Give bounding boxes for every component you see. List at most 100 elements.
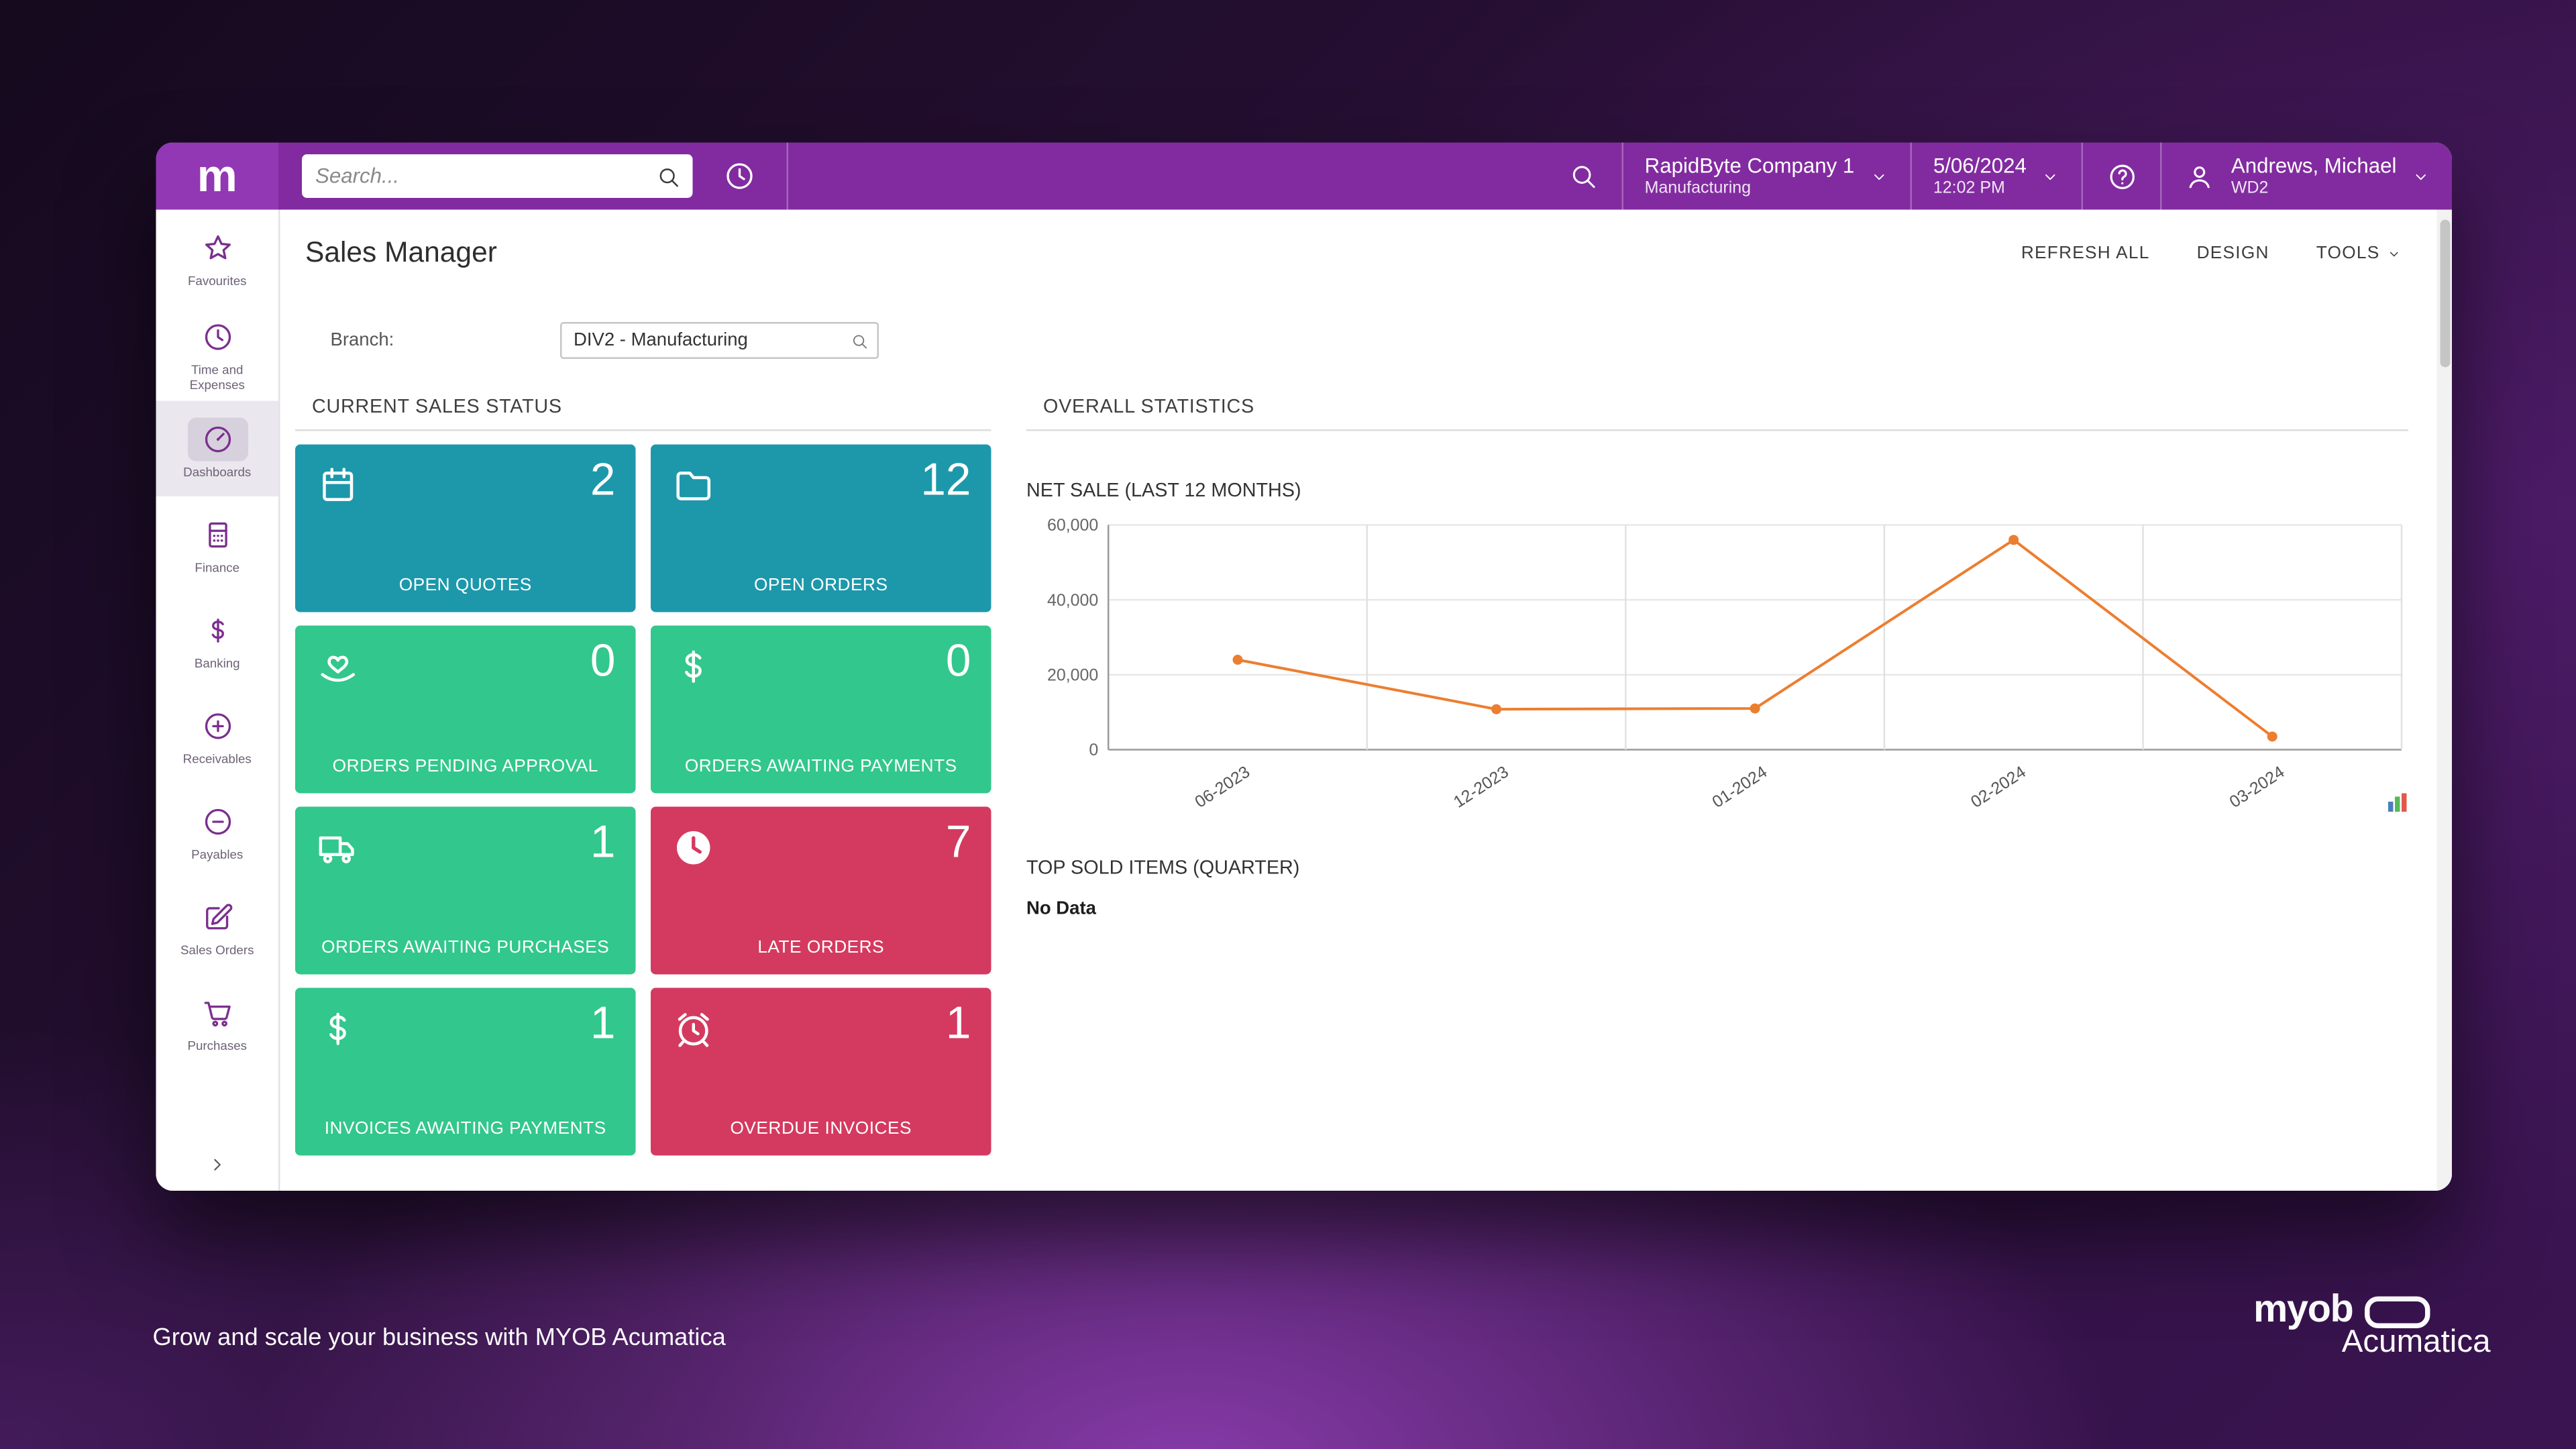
kpi-value: 12 (920, 454, 971, 505)
sidebar-item-receivables[interactable]: Receivables (156, 688, 279, 784)
chevron-down-icon (2041, 167, 2060, 186)
svg-text:60,000: 60,000 (1047, 516, 1098, 535)
chevron-down-icon (1870, 167, 1888, 186)
myob-acumatica-logo: myob Acumatica (2253, 1289, 2491, 1362)
kpi-label: ORDERS PENDING APPROVAL (332, 756, 598, 777)
pencil-iconwrap (187, 896, 248, 939)
sidebar-item-label: Favourites (187, 273, 247, 289)
dollar-icon (329, 1012, 346, 1045)
kpi-tile-invoices-awaiting-payments[interactable]: 1 INVOICES AWAITING PAYMENTS (295, 987, 636, 1156)
header-search-button[interactable] (1544, 143, 1621, 210)
refresh-all-button[interactable]: REFRESH ALL (2021, 244, 2150, 264)
clock-iconwrap (187, 315, 248, 358)
clock-filled-icon (677, 831, 710, 865)
kpi-label: OVERDUE INVOICES (730, 1118, 912, 1139)
chevron-down-icon (2045, 173, 2056, 179)
kpi-tile-overdue-invoices[interactable]: 1 OVERDUE INVOICES (651, 987, 991, 1156)
lookup-icon[interactable] (851, 331, 869, 350)
magnifier-icon (1568, 161, 1598, 191)
sidebar-expand-button[interactable] (156, 1137, 279, 1191)
user-icon (2190, 165, 2210, 188)
header-divider (2160, 142, 2163, 210)
sidebar-item-label: Purchases (187, 1038, 248, 1054)
header-divider (2082, 142, 2084, 210)
chevron-down-icon (1874, 173, 1884, 179)
search-icon[interactable] (656, 164, 682, 189)
branch-value: DIV2 - Manufacturing (574, 330, 748, 351)
sidebar-item-time-and-expenses[interactable]: Time and Expenses (156, 305, 279, 401)
sidebar-item-dashboards[interactable]: Dashboards (156, 400, 278, 496)
chevron-down-icon (2416, 173, 2426, 179)
magnifier-icon (1572, 166, 1595, 189)
folder-icon (676, 471, 711, 500)
datetime-selector[interactable]: 5/06/2024 12:02 PM (1911, 143, 2082, 210)
kpi-tile-orders-awaiting-payments[interactable]: 0 ORDERS AWAITING PAYMENTS (651, 625, 991, 794)
sidebar-item-finance[interactable]: Finance (156, 496, 279, 592)
tools-button[interactable]: TOOLS (2316, 244, 2402, 264)
sidebar-item-favourites[interactable]: Favourites (156, 210, 279, 306)
current-sales-status-widget: CURRENT SALES STATUS 2 OPEN QUOTES 12 OPEN … (295, 398, 991, 1156)
chevron-down-icon (2390, 251, 2398, 256)
calculator-iconwrap (187, 513, 248, 557)
kpi-icon (671, 1006, 716, 1052)
kpi-value: 2 (590, 454, 616, 505)
business-time: 12:02 PM (1933, 178, 2005, 197)
kpi-tiles-grid: 2 OPEN QUOTES 12 OPEN ORDERS 0 ORDERS PENDING… (295, 444, 991, 1156)
sidebar-item-sales-orders[interactable]: Sales Orders (156, 879, 279, 975)
kpi-tile-late-orders[interactable]: 7 LATE ORDERS (651, 806, 991, 975)
help-button[interactable] (2084, 143, 2161, 210)
brand-acumatica-wordmark: Acumatica (2341, 1325, 2491, 1360)
user-menu[interactable]: Andrews, Michael WD2 (2162, 143, 2452, 210)
company-name: RapidByte Company 1 (1644, 153, 1855, 177)
app-window: m RapidByte Company 1 Manufacturing (156, 142, 2452, 1191)
main-content: Sales Manager REFRESH ALL DESIGN TOOLS (280, 209, 2452, 1191)
top-bar: m RapidByte Company 1 Manufacturing (156, 142, 2452, 210)
search-input[interactable] (305, 164, 656, 188)
kpi-tile-orders-pending-approval[interactable]: 0 ORDERS PENDING APPROVAL (295, 625, 636, 794)
svg-text:40,000: 40,000 (1047, 591, 1098, 610)
scrollbar-thumb[interactable] (2439, 219, 2450, 368)
kpi-icon (315, 644, 361, 690)
chart-detail-icon[interactable] (2387, 792, 2409, 814)
sidebar-item-label: Banking (194, 655, 240, 672)
chevron-right-icon (207, 1153, 229, 1175)
kpi-label: INVOICES AWAITING PAYMENTS (324, 1118, 606, 1139)
quotes-icon (323, 468, 354, 501)
sidebar-item-banking[interactable]: Banking (156, 592, 279, 688)
dashboard-columns: CURRENT SALES STATUS 2 OPEN QUOTES 12 OPEN … (295, 398, 2408, 1156)
plus-circle-iconwrap (187, 704, 248, 748)
kpi-icon (315, 825, 361, 871)
sidebar-item-label: Payables (191, 847, 244, 863)
window-body: Favourites Time and Expenses Dashboards Fin… (156, 209, 2452, 1191)
kpi-label: OPEN ORDERS (753, 575, 888, 596)
page-actions: REFRESH ALL DESIGN TOOLS (2021, 244, 2402, 264)
kpi-label: LATE ORDERS (757, 937, 885, 958)
design-button[interactable]: DESIGN (2197, 244, 2269, 264)
page-title: Sales Manager (305, 236, 497, 269)
user-name: Andrews, Michael (2231, 153, 2397, 177)
minus-circle-iconwrap (187, 800, 248, 844)
myob-logo[interactable]: m (156, 142, 278, 210)
time-tracking-button[interactable] (693, 143, 787, 210)
branch-selector[interactable]: DIV2 - Manufacturing (560, 322, 879, 359)
kpi-tile-open-orders[interactable]: 12 OPEN ORDERS (651, 444, 991, 612)
help-icon (2106, 160, 2139, 193)
kpi-tile-open-quotes[interactable]: 2 OPEN QUOTES (295, 444, 636, 612)
business-date: 5/06/2024 (1933, 153, 2027, 177)
sidebar-item-purchases[interactable]: Purchases (156, 975, 279, 1071)
kpi-value: 0 (945, 635, 971, 686)
magnifier-icon (853, 334, 867, 348)
vertical-scrollbar[interactable] (2436, 209, 2452, 1191)
sidebar-item-payables[interactable]: Payables (156, 784, 279, 879)
sidebar-item-label: Sales Orders (180, 943, 254, 958)
kpi-value: 1 (590, 816, 616, 867)
global-search-box[interactable] (302, 154, 693, 198)
kpi-value: 7 (945, 816, 971, 867)
sidebar: Favourites Time and Expenses Dashboards Fin… (156, 209, 280, 1191)
brand-top-row: myob (2253, 1289, 2430, 1329)
alarm-icon (678, 1013, 709, 1047)
sidebar-item-label: Receivables (182, 751, 252, 767)
company-selector[interactable]: RapidByte Company 1 Manufacturing (1623, 143, 1910, 210)
kpi-tile-orders-awaiting-purchases[interactable]: 1 ORDERS AWAITING PURCHASES (295, 806, 636, 975)
